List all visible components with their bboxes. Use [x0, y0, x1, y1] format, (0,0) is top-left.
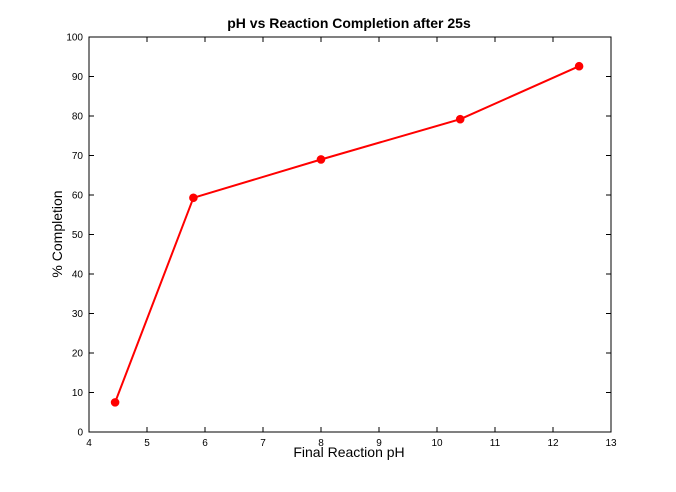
x-tick-label: 13 — [605, 438, 617, 449]
x-tick-label: 7 — [260, 438, 266, 449]
y-tick-label: 40 — [72, 270, 84, 281]
y-tick-label: 30 — [72, 309, 84, 320]
data-point — [455, 114, 465, 124]
chart-title: pH vs Reaction Completion after 25s — [227, 15, 471, 31]
y-axis-label: % Completion — [49, 190, 65, 277]
x-tick-label: 9 — [376, 438, 382, 449]
x-tick-label: 4 — [86, 438, 92, 449]
y-tick-label: 20 — [72, 349, 84, 360]
x-tick-label: 6 — [202, 438, 208, 449]
data-point — [316, 155, 326, 164]
y-tick-label: 70 — [72, 151, 84, 162]
x-tick-label: 8 — [318, 438, 324, 449]
y-tick-label: 90 — [72, 72, 84, 83]
y-tick-label: 100 — [66, 33, 83, 44]
plot-area — [110, 61, 584, 407]
axis-ticks: 4 5 6 7 8 9 10 11 12 13 0 10 20 30 40 50 60 70 80 90 100 — [66, 33, 617, 450]
x-tick-label: 5 — [144, 438, 150, 449]
y-tick-label: 80 — [72, 112, 84, 123]
data-point — [110, 398, 120, 407]
y-tick-label: 60 — [72, 191, 84, 202]
x-tick-label: 12 — [547, 438, 559, 449]
x-tick-label: 11 — [490, 438, 501, 449]
data-point — [189, 193, 198, 203]
data-point — [574, 61, 584, 71]
y-tick-label: 50 — [72, 230, 84, 241]
y-tick-label: 10 — [72, 388, 84, 399]
x-axis-label: Final Reaction pH — [293, 444, 404, 460]
y-tick-label: 0 — [77, 428, 83, 439]
x-tick-label: 10 — [431, 438, 443, 449]
